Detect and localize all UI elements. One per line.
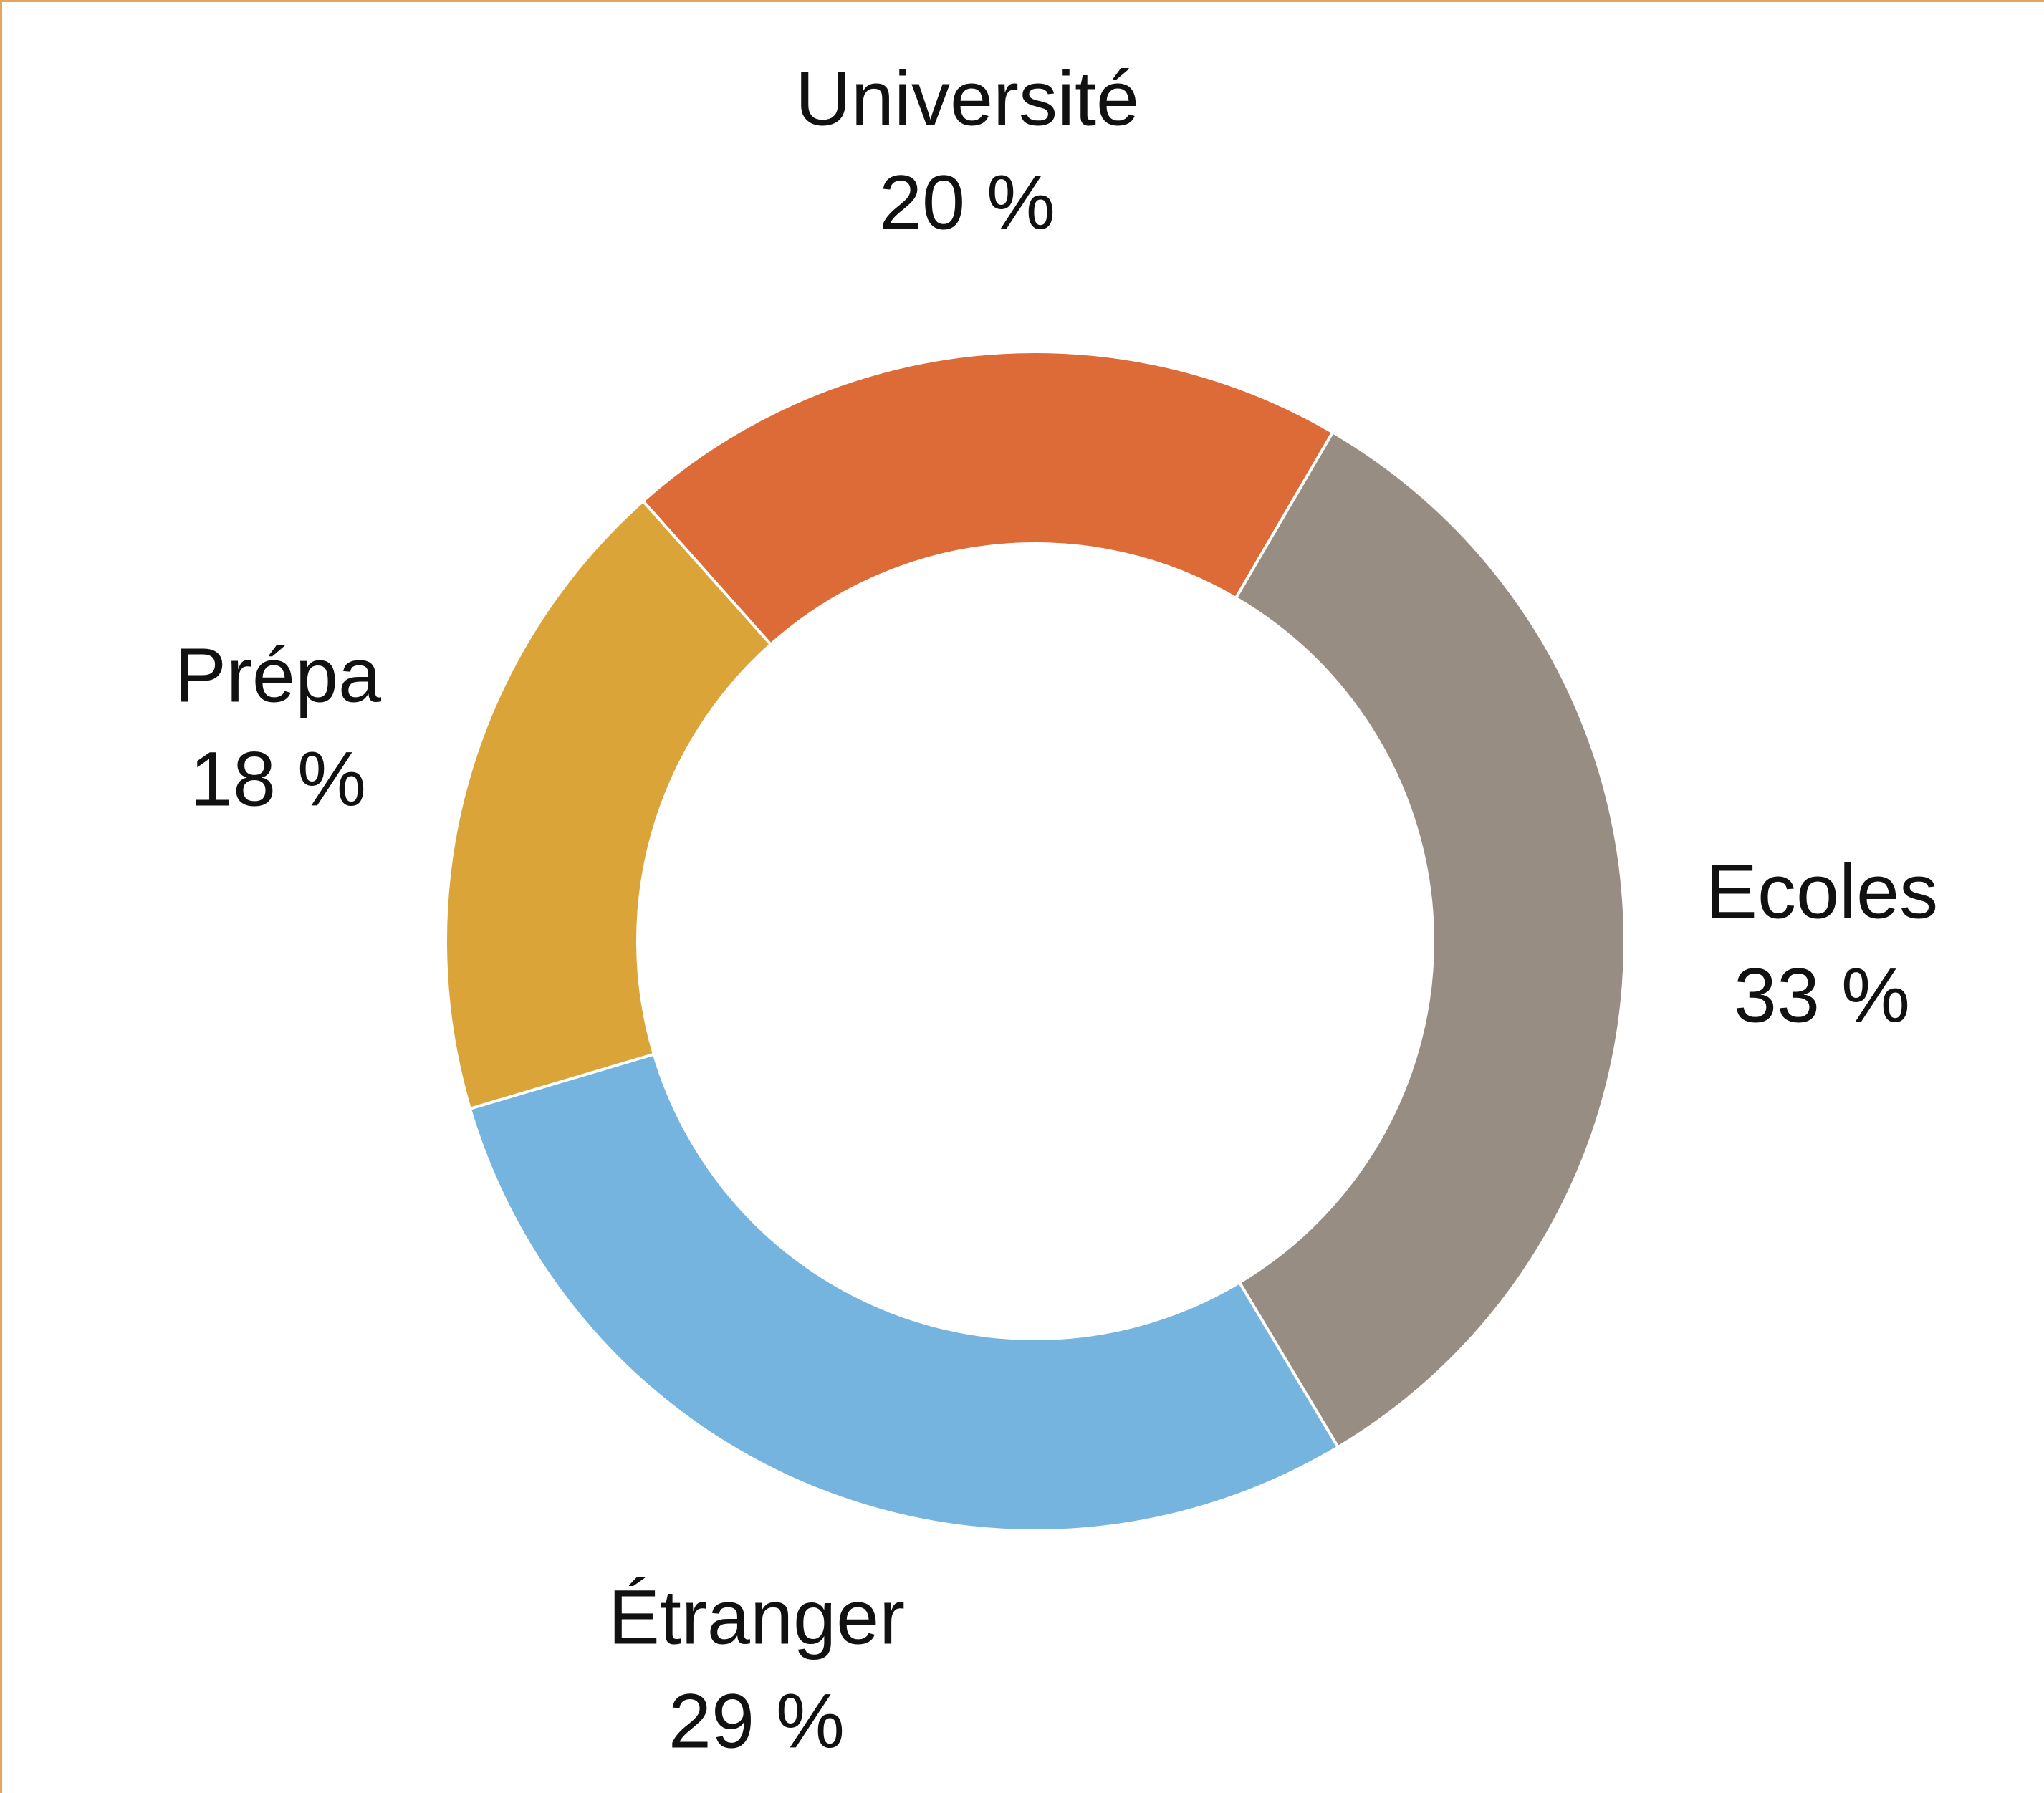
donut-slice — [1234, 430, 1626, 1449]
donut-slice — [468, 1052, 1340, 1532]
category-label: Ecoles — [1706, 848, 1938, 935]
value-label: 18 % — [190, 736, 366, 822]
value-label: 29 % — [668, 1678, 845, 1764]
category-label: Université — [795, 55, 1139, 142]
donut-slice — [640, 350, 1335, 647]
category-label: Prépa — [175, 632, 382, 718]
category-label: Étranger — [608, 1574, 905, 1660]
value-label: 20 % — [879, 159, 1055, 246]
donut-slice — [444, 499, 773, 1111]
value-label: 33 % — [1734, 952, 1910, 1039]
